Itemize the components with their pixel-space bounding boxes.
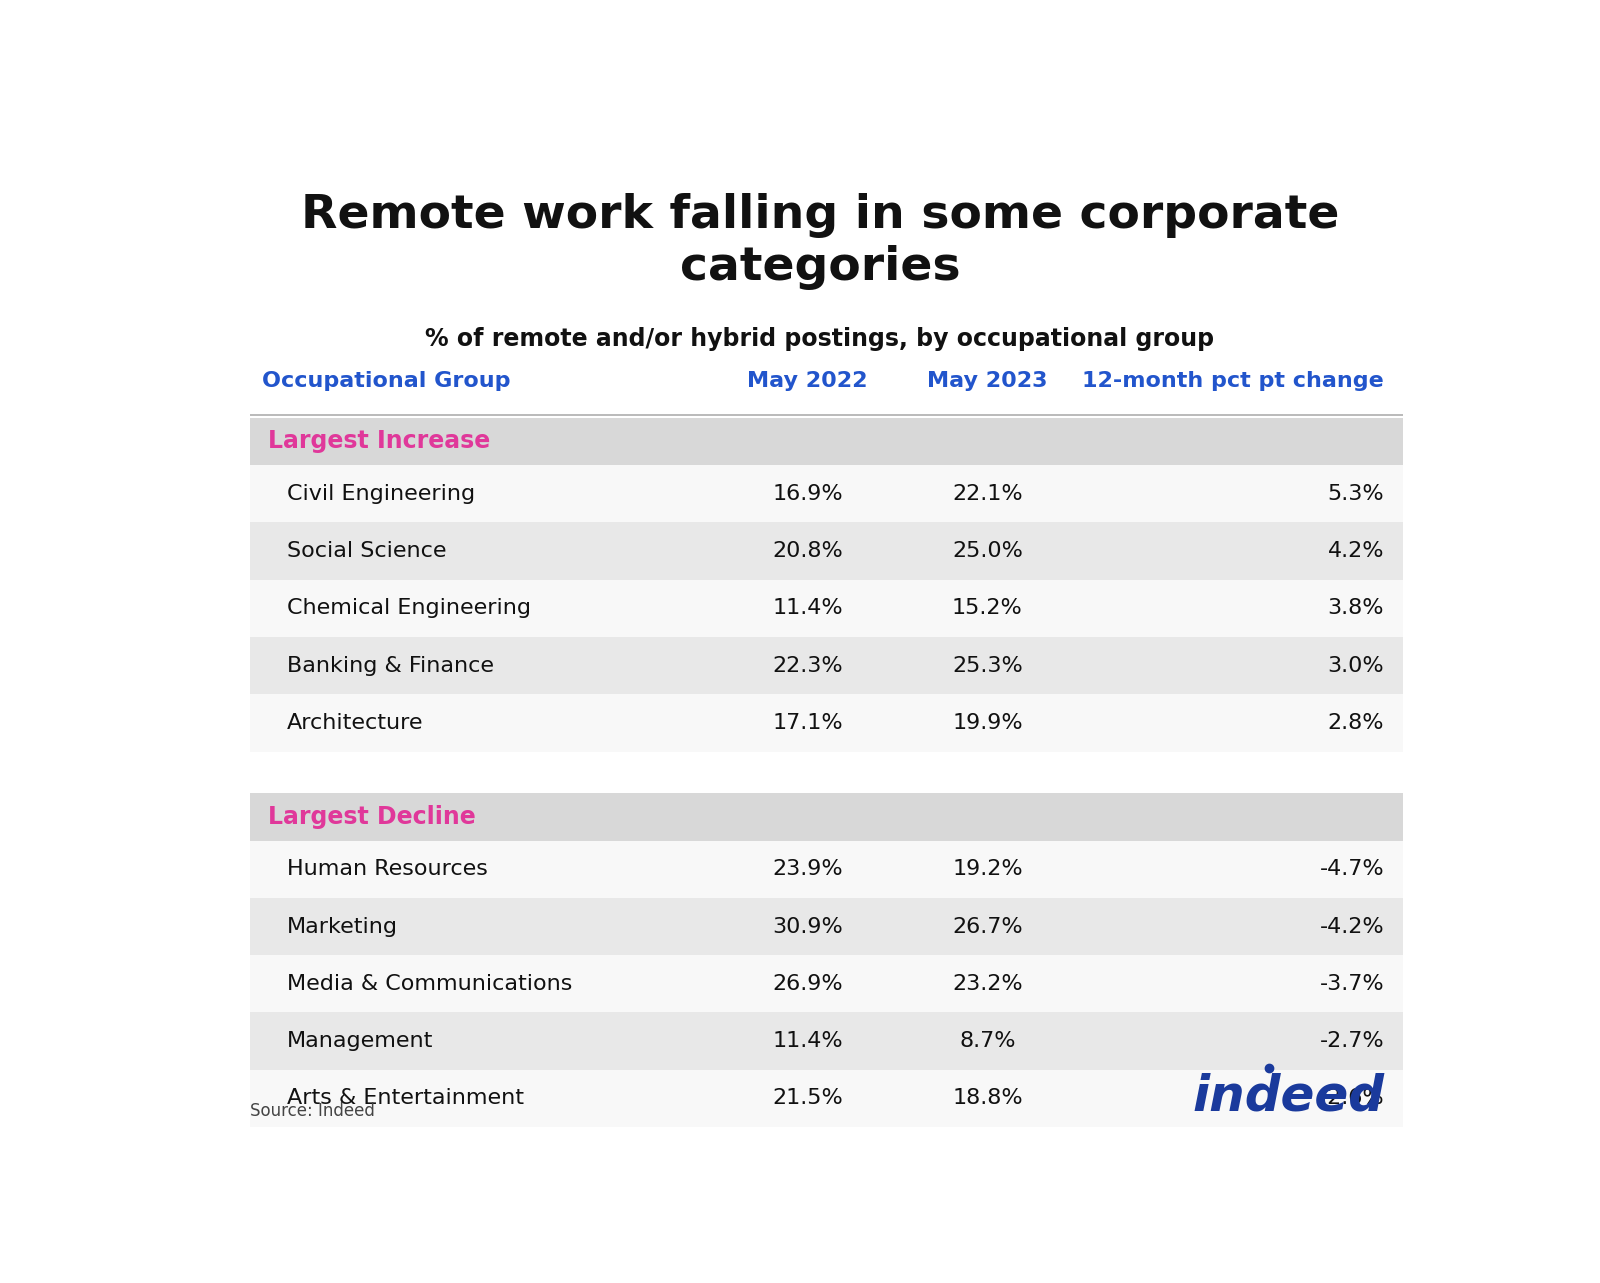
Text: 15.2%: 15.2% xyxy=(952,598,1022,618)
Text: Chemical Engineering: Chemical Engineering xyxy=(286,598,531,618)
Text: 26.9%: 26.9% xyxy=(773,974,843,994)
Text: Civil Engineering: Civil Engineering xyxy=(286,484,475,504)
Text: 25.0%: 25.0% xyxy=(952,541,1022,561)
Text: 12-month pct pt change: 12-month pct pt change xyxy=(1083,371,1384,391)
Text: 5.3%: 5.3% xyxy=(1328,484,1384,504)
Text: Banking & Finance: Banking & Finance xyxy=(286,656,494,676)
Text: Marketing: Marketing xyxy=(286,916,398,937)
Text: 26.7%: 26.7% xyxy=(952,916,1022,937)
Text: Social Science: Social Science xyxy=(286,541,446,561)
Bar xyxy=(250,694,1403,752)
Text: Largest Increase: Largest Increase xyxy=(269,430,491,453)
Bar xyxy=(250,793,1403,840)
Bar xyxy=(250,898,1403,955)
Text: 19.2%: 19.2% xyxy=(952,860,1022,879)
Text: % of remote and/or hybrid postings, by occupational group: % of remote and/or hybrid postings, by o… xyxy=(426,327,1214,350)
Bar xyxy=(250,580,1403,638)
Text: Management: Management xyxy=(286,1032,434,1051)
Text: 16.9%: 16.9% xyxy=(773,484,843,504)
Text: Remote work falling in some corporate
categories: Remote work falling in some corporate ca… xyxy=(301,194,1339,290)
Text: 11.4%: 11.4% xyxy=(773,1032,843,1051)
Text: 21.5%: 21.5% xyxy=(773,1088,843,1109)
Bar xyxy=(250,466,1403,522)
Text: 22.3%: 22.3% xyxy=(773,656,843,676)
Text: Architecture: Architecture xyxy=(286,713,424,733)
Text: -4.7%: -4.7% xyxy=(1320,860,1384,879)
Text: 17.1%: 17.1% xyxy=(773,713,843,733)
Bar xyxy=(250,414,1403,416)
Text: 3.0%: 3.0% xyxy=(1328,656,1384,676)
Text: 8.7%: 8.7% xyxy=(958,1032,1016,1051)
Text: 4.2%: 4.2% xyxy=(1328,541,1384,561)
Text: Source: Indeed: Source: Indeed xyxy=(250,1102,374,1120)
Text: 23.9%: 23.9% xyxy=(773,860,843,879)
Text: -2.7%: -2.7% xyxy=(1320,1032,1384,1051)
Text: Media & Communications: Media & Communications xyxy=(286,974,573,994)
Bar xyxy=(250,1012,1403,1070)
Text: Largest Decline: Largest Decline xyxy=(269,804,475,829)
Bar xyxy=(250,638,1403,694)
Bar xyxy=(250,1070,1403,1126)
Text: 25.3%: 25.3% xyxy=(952,656,1022,676)
Text: Human Resources: Human Resources xyxy=(286,860,488,879)
Text: -4.2%: -4.2% xyxy=(1320,916,1384,937)
Text: indeed: indeed xyxy=(1192,1073,1384,1120)
Text: 19.9%: 19.9% xyxy=(952,713,1022,733)
Text: 2.8%: 2.8% xyxy=(1328,713,1384,733)
Bar xyxy=(250,418,1403,466)
Text: -3.7%: -3.7% xyxy=(1320,974,1384,994)
Text: May 2023: May 2023 xyxy=(926,371,1048,391)
Text: 11.4%: 11.4% xyxy=(773,598,843,618)
Text: 20.8%: 20.8% xyxy=(773,541,843,561)
Text: 3.8%: 3.8% xyxy=(1328,598,1384,618)
Bar xyxy=(250,522,1403,580)
Bar xyxy=(250,840,1403,898)
Text: Occupational Group: Occupational Group xyxy=(262,371,510,391)
Text: 30.9%: 30.9% xyxy=(773,916,843,937)
Text: -2.6%: -2.6% xyxy=(1320,1088,1384,1109)
Text: Arts & Entertainment: Arts & Entertainment xyxy=(286,1088,523,1109)
Text: 18.8%: 18.8% xyxy=(952,1088,1022,1109)
Text: May 2022: May 2022 xyxy=(747,371,867,391)
Text: 22.1%: 22.1% xyxy=(952,484,1022,504)
Bar xyxy=(250,955,1403,1012)
Text: 23.2%: 23.2% xyxy=(952,974,1022,994)
